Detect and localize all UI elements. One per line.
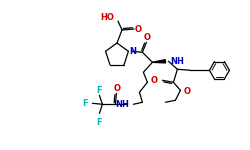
Text: HO: HO — [100, 12, 114, 21]
Text: F: F — [96, 86, 102, 95]
Text: N: N — [130, 47, 136, 56]
Text: F: F — [96, 118, 102, 127]
Text: F: F — [82, 99, 87, 108]
Text: O: O — [144, 33, 151, 42]
Text: NH: NH — [170, 57, 184, 66]
Polygon shape — [152, 60, 166, 63]
Text: NH: NH — [116, 100, 130, 109]
Text: O: O — [184, 87, 190, 96]
Text: O: O — [150, 76, 158, 85]
Text: O: O — [134, 24, 141, 33]
Text: O: O — [114, 84, 121, 93]
